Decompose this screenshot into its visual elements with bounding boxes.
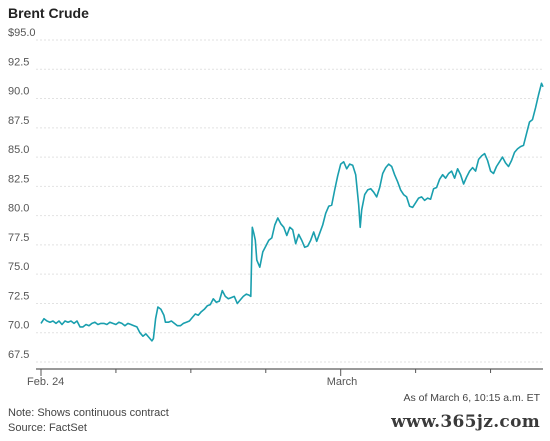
site-watermark: www.365jz.com (391, 412, 540, 432)
brent-price-line (40, 82, 544, 342)
y-axis-tick-labels: $95.0 92.5 90.0 87.5 85.0 82.5 80.0 77.5 75.0 72.… (8, 27, 36, 361)
y-tick-label: 85.0 (8, 144, 29, 156)
brent-crude-line-chart: $95.0 92.5 90.0 87.5 85.0 82.5 80.0 77.5 75.0 72.… (8, 27, 544, 388)
gridlines (36, 39, 543, 363)
y-tick-label: 70.0 (8, 320, 29, 332)
x-tick-label: Feb. 24 (27, 376, 64, 388)
y-tick-label: 67.5 (8, 349, 29, 361)
as-of-timestamp: As of March 6, 10:15 a.m. ET (403, 392, 540, 404)
y-tick-label: 72.5 (8, 290, 29, 302)
y-tick-label: 92.5 (8, 56, 29, 68)
y-tick-label: 82.5 (8, 173, 29, 185)
y-tick-label: $95.0 (8, 27, 36, 39)
y-tick-label: 80.0 (8, 203, 29, 215)
x-tick-label: March (327, 376, 358, 388)
x-axis: Feb. 24 March (27, 368, 543, 388)
price-series (40, 82, 544, 342)
y-tick-label: 75.0 (8, 261, 29, 273)
y-tick-label: 90.0 (8, 86, 29, 98)
y-tick-label: 87.5 (8, 115, 29, 127)
chart-source: Source: FactSet (8, 422, 87, 434)
chart-title: Brent Crude (8, 5, 89, 21)
y-tick-label: 77.5 (8, 232, 29, 244)
chart-note: Note: Shows continuous contract (8, 407, 169, 419)
